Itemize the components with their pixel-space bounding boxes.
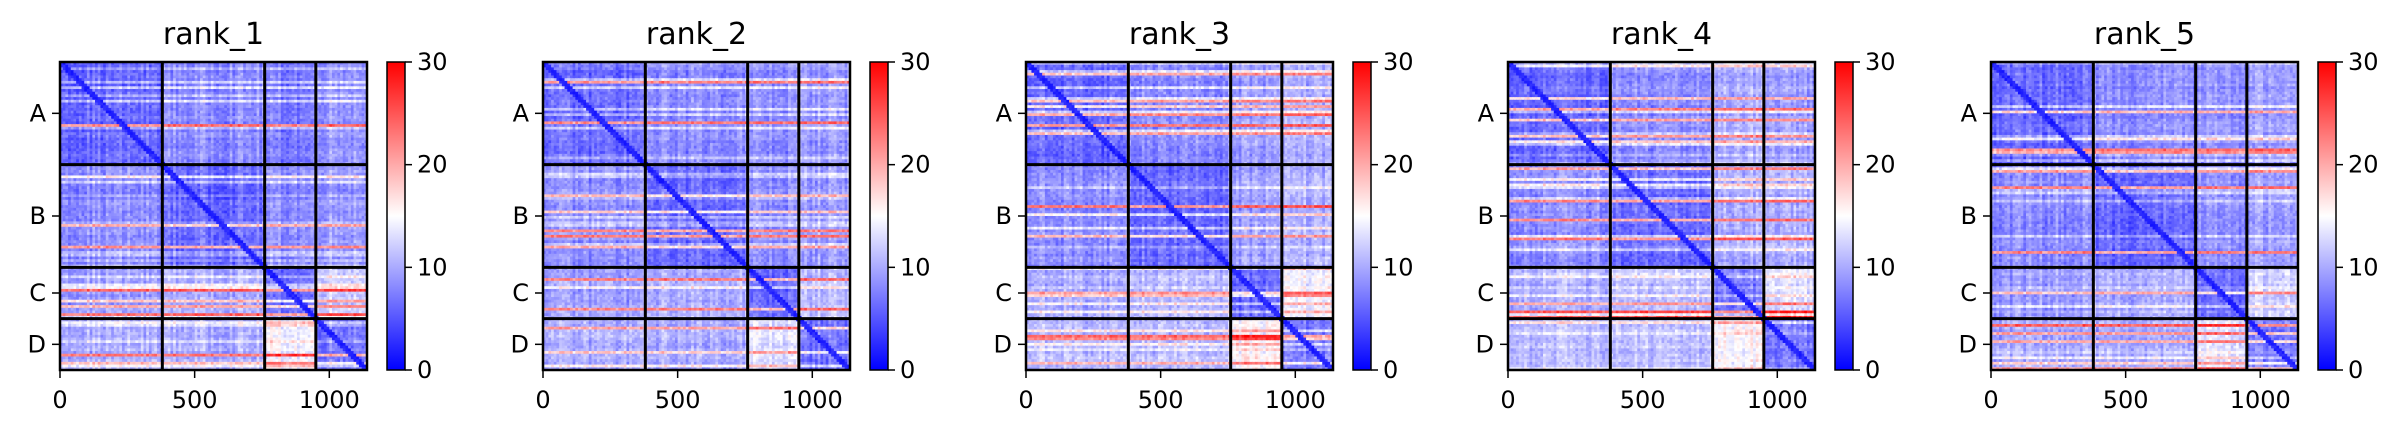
chart-title: rank_1 [163, 17, 264, 52]
heatmap-cells [60, 62, 368, 371]
